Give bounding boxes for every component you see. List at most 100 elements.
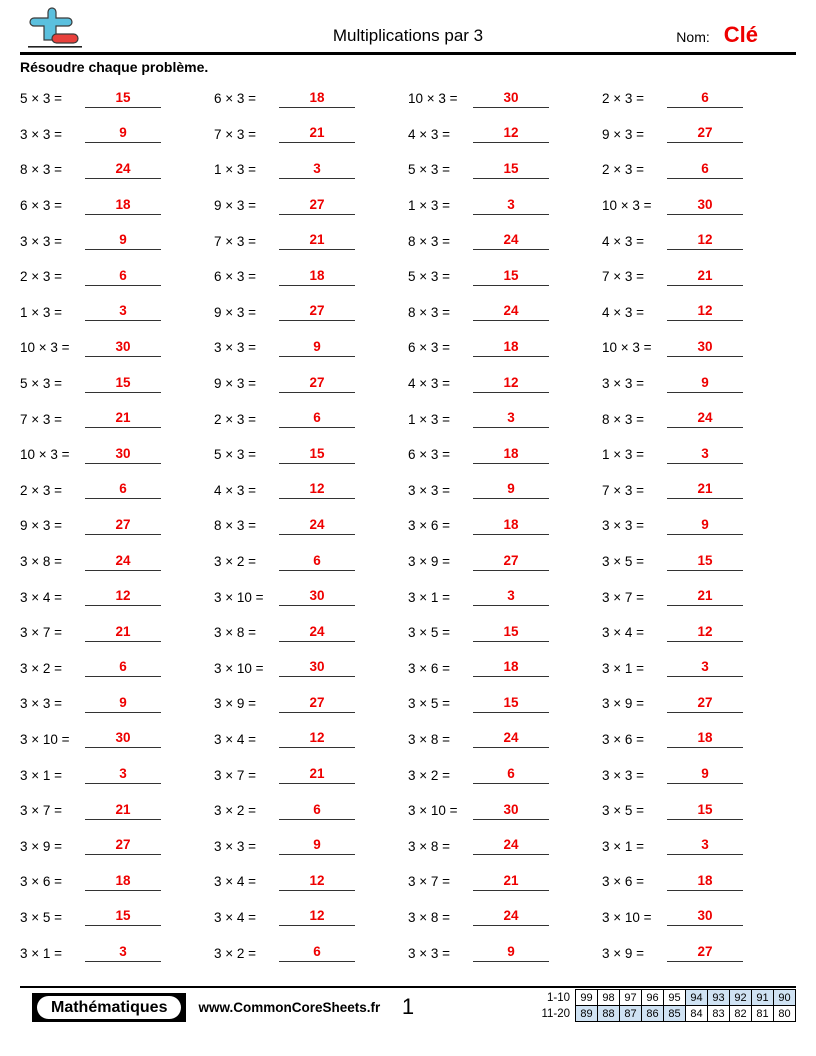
answer-blank[interactable]: 27 xyxy=(279,303,355,322)
answer-blank[interactable]: 9 xyxy=(667,517,743,535)
score-cell[interactable]: 89 xyxy=(575,1005,598,1022)
answer-blank[interactable]: 21 xyxy=(85,410,161,429)
answer-blank[interactable]: 3 xyxy=(667,659,743,678)
score-cell[interactable]: 93 xyxy=(707,989,730,1006)
answer-blank[interactable]: 18 xyxy=(473,659,549,678)
answer-blank[interactable]: 27 xyxy=(279,695,355,713)
answer-blank[interactable]: 6 xyxy=(279,410,355,429)
answer-blank[interactable]: 21 xyxy=(85,802,161,820)
score-cell[interactable]: 82 xyxy=(729,1005,752,1022)
answer-blank[interactable]: 15 xyxy=(473,161,549,179)
answer-blank[interactable]: 24 xyxy=(279,624,355,642)
answer-blank[interactable]: 12 xyxy=(667,232,743,251)
answer-blank[interactable]: 15 xyxy=(667,802,743,820)
answer-blank[interactable]: 15 xyxy=(473,695,549,713)
answer-blank[interactable]: 21 xyxy=(279,232,355,251)
answer-blank[interactable]: 30 xyxy=(473,802,549,820)
answer-blank[interactable]: 27 xyxy=(667,125,743,144)
score-cell[interactable]: 94 xyxy=(685,989,708,1006)
answer-blank[interactable]: 30 xyxy=(85,730,161,749)
answer-blank[interactable]: 18 xyxy=(667,873,743,891)
answer-blank[interactable]: 12 xyxy=(85,588,161,607)
score-cell[interactable]: 84 xyxy=(685,1005,708,1022)
answer-blank[interactable]: 30 xyxy=(667,908,743,927)
answer-blank[interactable]: 15 xyxy=(473,624,549,642)
answer-blank[interactable]: 3 xyxy=(279,161,355,179)
answer-blank[interactable]: 21 xyxy=(279,766,355,785)
answer-blank[interactable]: 9 xyxy=(667,375,743,393)
answer-blank[interactable]: 21 xyxy=(473,873,549,891)
answer-blank[interactable]: 12 xyxy=(473,125,549,144)
answer-blank[interactable]: 6 xyxy=(279,944,355,963)
answer-blank[interactable]: 27 xyxy=(667,695,743,713)
answer-blank[interactable]: 9 xyxy=(279,837,355,856)
answer-blank[interactable]: 12 xyxy=(667,624,743,642)
score-cell[interactable]: 80 xyxy=(773,1005,796,1022)
answer-blank[interactable]: 6 xyxy=(279,802,355,820)
score-cell[interactable]: 88 xyxy=(597,1005,620,1022)
answer-blank[interactable]: 30 xyxy=(279,588,355,607)
answer-blank[interactable]: 30 xyxy=(85,446,161,464)
score-cell[interactable]: 92 xyxy=(729,989,752,1006)
answer-blank[interactable]: 12 xyxy=(279,908,355,927)
answer-blank[interactable]: 6 xyxy=(667,161,743,179)
answer-blank[interactable]: 18 xyxy=(279,268,355,286)
answer-blank[interactable]: 18 xyxy=(473,517,549,535)
score-cell[interactable]: 96 xyxy=(641,989,664,1006)
answer-blank[interactable]: 15 xyxy=(473,268,549,286)
score-cell[interactable]: 98 xyxy=(597,989,620,1006)
answer-blank[interactable]: 24 xyxy=(473,232,549,251)
answer-blank[interactable]: 6 xyxy=(279,553,355,571)
answer-blank[interactable]: 21 xyxy=(85,624,161,642)
answer-blank[interactable]: 9 xyxy=(473,944,549,963)
score-cell[interactable]: 83 xyxy=(707,1005,730,1022)
answer-blank[interactable]: 3 xyxy=(85,303,161,322)
answer-blank[interactable]: 6 xyxy=(85,481,161,500)
answer-blank[interactable]: 3 xyxy=(473,588,549,607)
score-cell[interactable]: 90 xyxy=(773,989,796,1006)
answer-blank[interactable]: 24 xyxy=(667,410,743,429)
answer-blank[interactable]: 24 xyxy=(473,908,549,927)
answer-blank[interactable]: 24 xyxy=(473,730,549,749)
answer-blank[interactable]: 6 xyxy=(85,268,161,286)
answer-blank[interactable]: 18 xyxy=(667,730,743,749)
answer-blank[interactable]: 30 xyxy=(667,339,743,357)
answer-blank[interactable]: 18 xyxy=(85,873,161,891)
answer-blank[interactable]: 12 xyxy=(279,730,355,749)
answer-blank[interactable]: 15 xyxy=(85,375,161,393)
score-cell[interactable]: 97 xyxy=(619,989,642,1006)
answer-blank[interactable]: 6 xyxy=(85,659,161,678)
answer-blank[interactable]: 15 xyxy=(85,90,161,108)
answer-blank[interactable]: 9 xyxy=(85,695,161,713)
answer-blank[interactable]: 18 xyxy=(473,446,549,464)
answer-blank[interactable]: 9 xyxy=(85,125,161,144)
answer-blank[interactable]: 27 xyxy=(279,375,355,393)
answer-blank[interactable]: 27 xyxy=(279,197,355,215)
answer-blank[interactable]: 12 xyxy=(279,873,355,891)
answer-blank[interactable]: 27 xyxy=(473,553,549,571)
answer-blank[interactable]: 6 xyxy=(667,90,743,108)
answer-blank[interactable]: 21 xyxy=(279,125,355,144)
score-cell[interactable]: 87 xyxy=(619,1005,642,1022)
answer-blank[interactable]: 30 xyxy=(667,197,743,215)
answer-blank[interactable]: 3 xyxy=(667,446,743,464)
answer-blank[interactable]: 15 xyxy=(279,446,355,464)
answer-blank[interactable]: 3 xyxy=(473,197,549,215)
answer-blank[interactable]: 18 xyxy=(279,90,355,108)
answer-blank[interactable]: 12 xyxy=(473,375,549,393)
answer-blank[interactable]: 15 xyxy=(85,908,161,927)
answer-blank[interactable]: 18 xyxy=(85,197,161,215)
answer-blank[interactable]: 21 xyxy=(667,481,743,500)
answer-blank[interactable]: 9 xyxy=(85,232,161,251)
answer-blank[interactable]: 3 xyxy=(473,410,549,429)
answer-blank[interactable]: 30 xyxy=(473,90,549,108)
answer-blank[interactable]: 24 xyxy=(473,303,549,322)
answer-blank[interactable]: 9 xyxy=(473,481,549,500)
score-cell[interactable]: 85 xyxy=(663,1005,686,1022)
answer-blank[interactable]: 21 xyxy=(667,268,743,286)
answer-blank[interactable]: 27 xyxy=(667,944,743,963)
answer-blank[interactable]: 9 xyxy=(279,339,355,357)
answer-blank[interactable]: 9 xyxy=(667,766,743,785)
answer-blank[interactable]: 27 xyxy=(85,837,161,856)
answer-blank[interactable]: 3 xyxy=(85,944,161,963)
